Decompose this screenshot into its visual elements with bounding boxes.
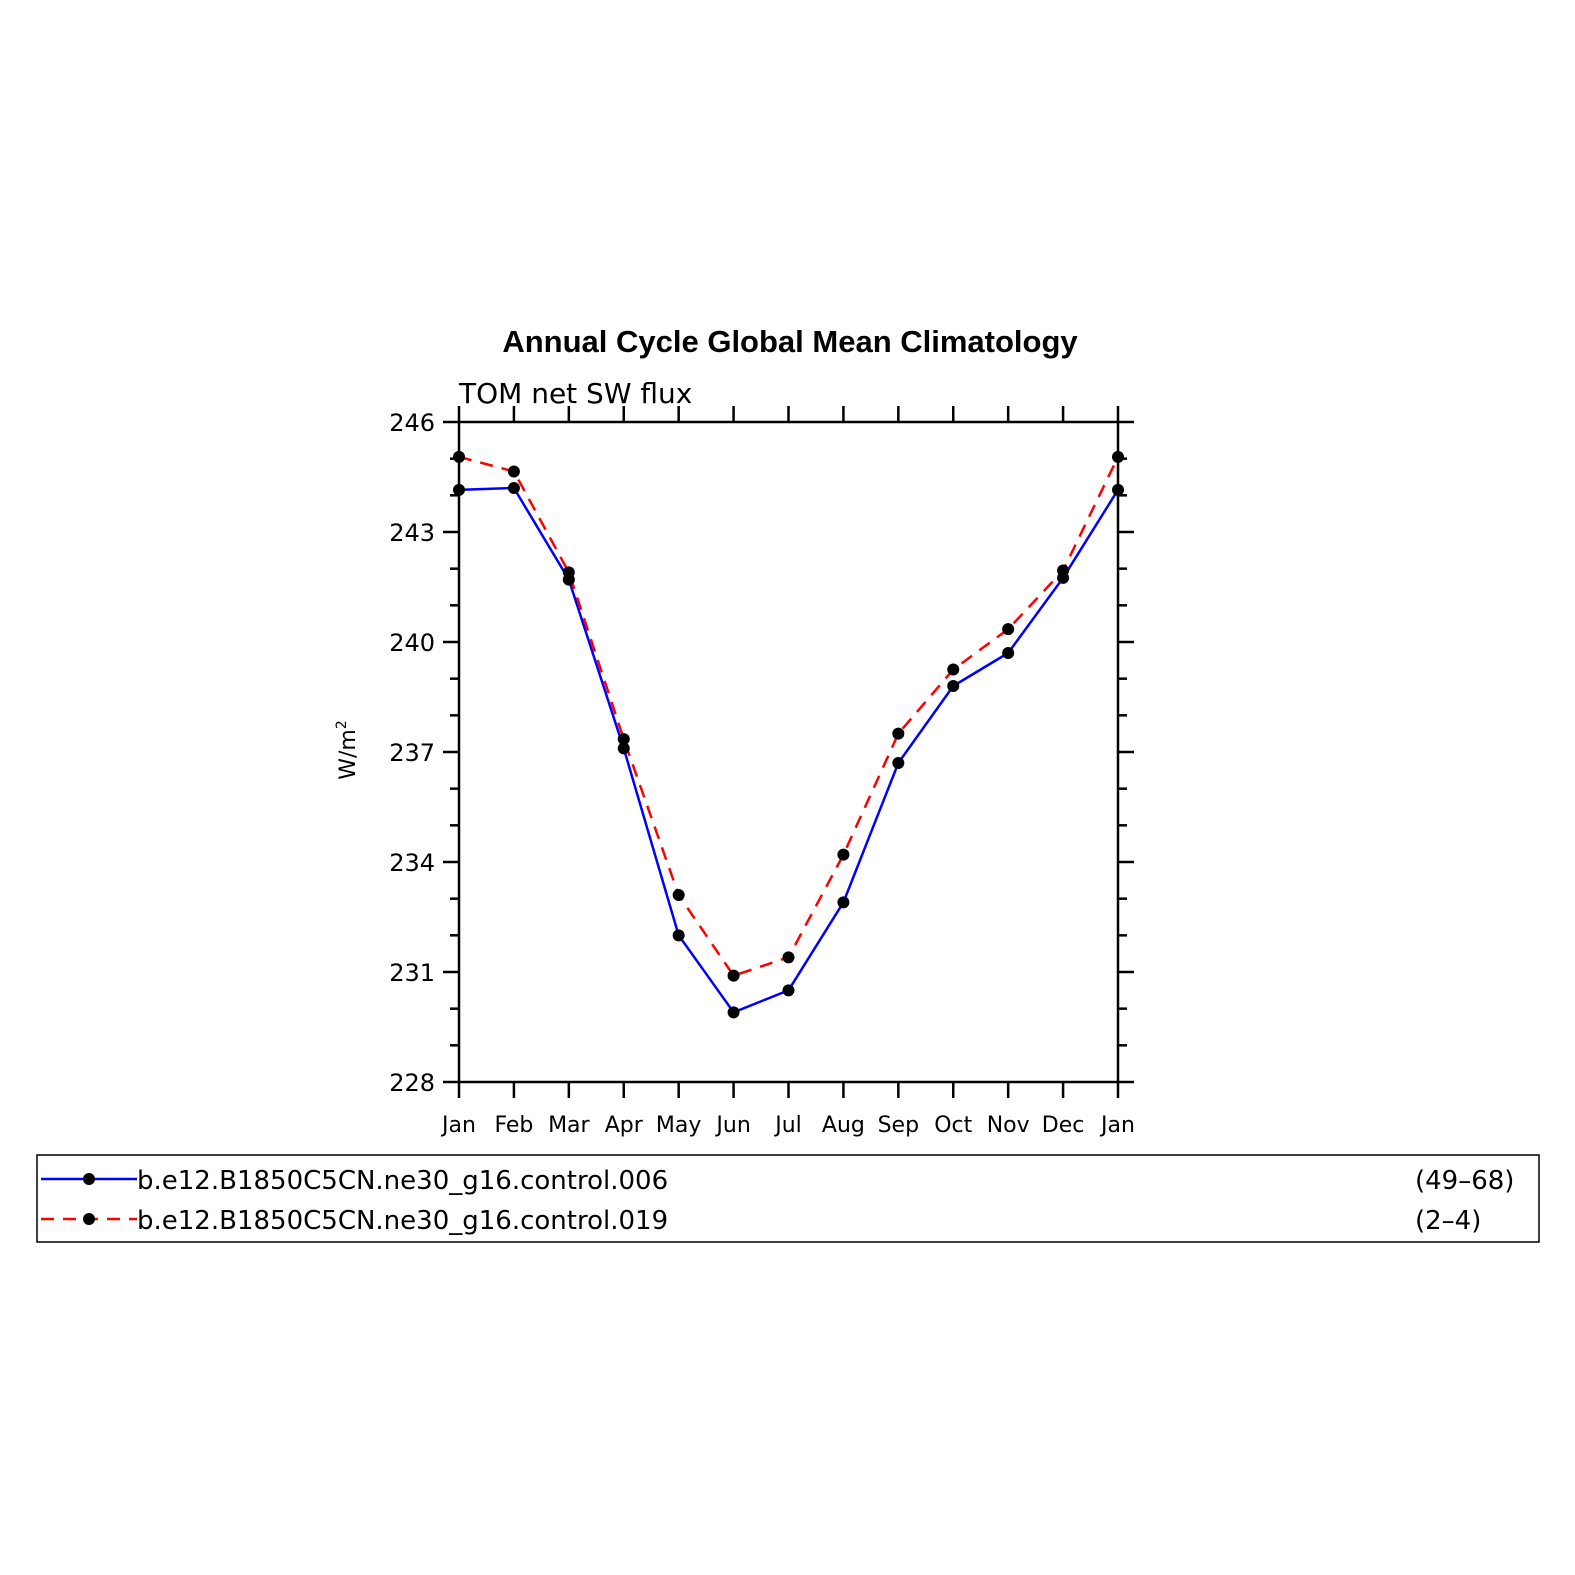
y-tick-label: 243 — [389, 519, 435, 547]
y-axis-label: W/m2 — [334, 720, 361, 780]
series-2-point — [727, 969, 740, 982]
x-tick-label: Dec — [1042, 1113, 1085, 1138]
x-tick-label: Jan — [440, 1113, 476, 1138]
series-2-point — [672, 889, 685, 901]
y-tick-label: 234 — [389, 849, 435, 877]
series-1-point — [1002, 647, 1015, 659]
y-tick-label: 228 — [389, 1069, 435, 1097]
x-tick-label: Feb — [494, 1113, 533, 1138]
x-tick-label: Oct — [934, 1113, 972, 1138]
series-2-point — [782, 951, 795, 964]
x-tick-label: May — [656, 1113, 701, 1138]
series-2-point — [617, 733, 630, 746]
x-tick-label: Apr — [605, 1113, 644, 1138]
series-2-point — [507, 465, 520, 478]
chart-subtitle: TOM net SW flux — [458, 377, 692, 410]
series-2-point — [562, 566, 575, 579]
legend-marker-2 — [83, 1213, 95, 1225]
y-tick-label: 240 — [389, 629, 435, 657]
plot-frame — [457, 420, 1120, 1084]
chart-title: Annual Cycle Global Mean Climatology — [502, 324, 1078, 359]
series-1-point — [1112, 483, 1124, 496]
y-tick-label: 237 — [389, 739, 435, 767]
series-1-point — [617, 742, 630, 755]
y-axis-label-base: W/m — [336, 729, 361, 780]
series-2-point — [947, 663, 960, 676]
series-1-point — [837, 896, 850, 909]
series-1-point — [892, 757, 905, 769]
series-1-point — [727, 1006, 740, 1019]
legend-marker-1 — [83, 1173, 95, 1185]
series-lines — [458, 455, 1120, 1014]
legend-label-1: b.e12.B1850C5CN.ne30_g16.control.006 — [137, 1166, 668, 1196]
series-2-point — [453, 450, 465, 463]
legend-box — [36, 1154, 1540, 1243]
series-1-point — [947, 680, 960, 692]
series-2-point — [1057, 564, 1070, 577]
legend-label-2: b.e12.B1850C5CN.ne30_g16.control.019 — [137, 1206, 668, 1236]
legend-years-2: (2–4) — [1415, 1206, 1481, 1236]
x-tick-label: Sep — [878, 1113, 919, 1138]
series-2-point — [892, 727, 905, 740]
series-1-point — [672, 929, 685, 942]
x-tick-label: Jan — [1099, 1113, 1135, 1138]
x-tick-labels: Jan Feb Mar Apr May Jun Jul Aug Sep Oct Nov Dec Jan — [440, 1113, 1135, 1138]
y-axis-label-superscript: 2 — [334, 720, 350, 729]
series-line-2 — [458, 455, 1120, 977]
series-1-point — [782, 984, 795, 997]
x-tick-label: Mar — [548, 1113, 590, 1138]
series-2-point — [1112, 450, 1124, 463]
y-tick-label: 246 — [389, 409, 435, 437]
legend-years-1: (49–68) — [1415, 1166, 1514, 1196]
axis-ticks — [443, 406, 1134, 1098]
x-tick-label: Aug — [822, 1113, 865, 1138]
series-markers — [453, 450, 1124, 1019]
series-1-point — [507, 482, 520, 494]
series-2-point — [1002, 623, 1015, 636]
series-line-1 — [458, 486, 1120, 1014]
legend: b.e12.B1850C5CN.ne30_g16.control.006 (49–… — [41, 1166, 1514, 1236]
series-1-point — [453, 483, 465, 496]
y-tick-labels: 228 231 234 237 240 243 246 — [389, 409, 435, 1097]
x-tick-label: Jul — [773, 1113, 802, 1138]
svg-text:W/m2: W/m2 — [334, 720, 361, 780]
x-tick-label: Jun — [714, 1113, 750, 1138]
series-2-point — [837, 848, 850, 861]
x-tick-label: Nov — [987, 1113, 1030, 1138]
y-tick-label: 231 — [389, 959, 435, 987]
